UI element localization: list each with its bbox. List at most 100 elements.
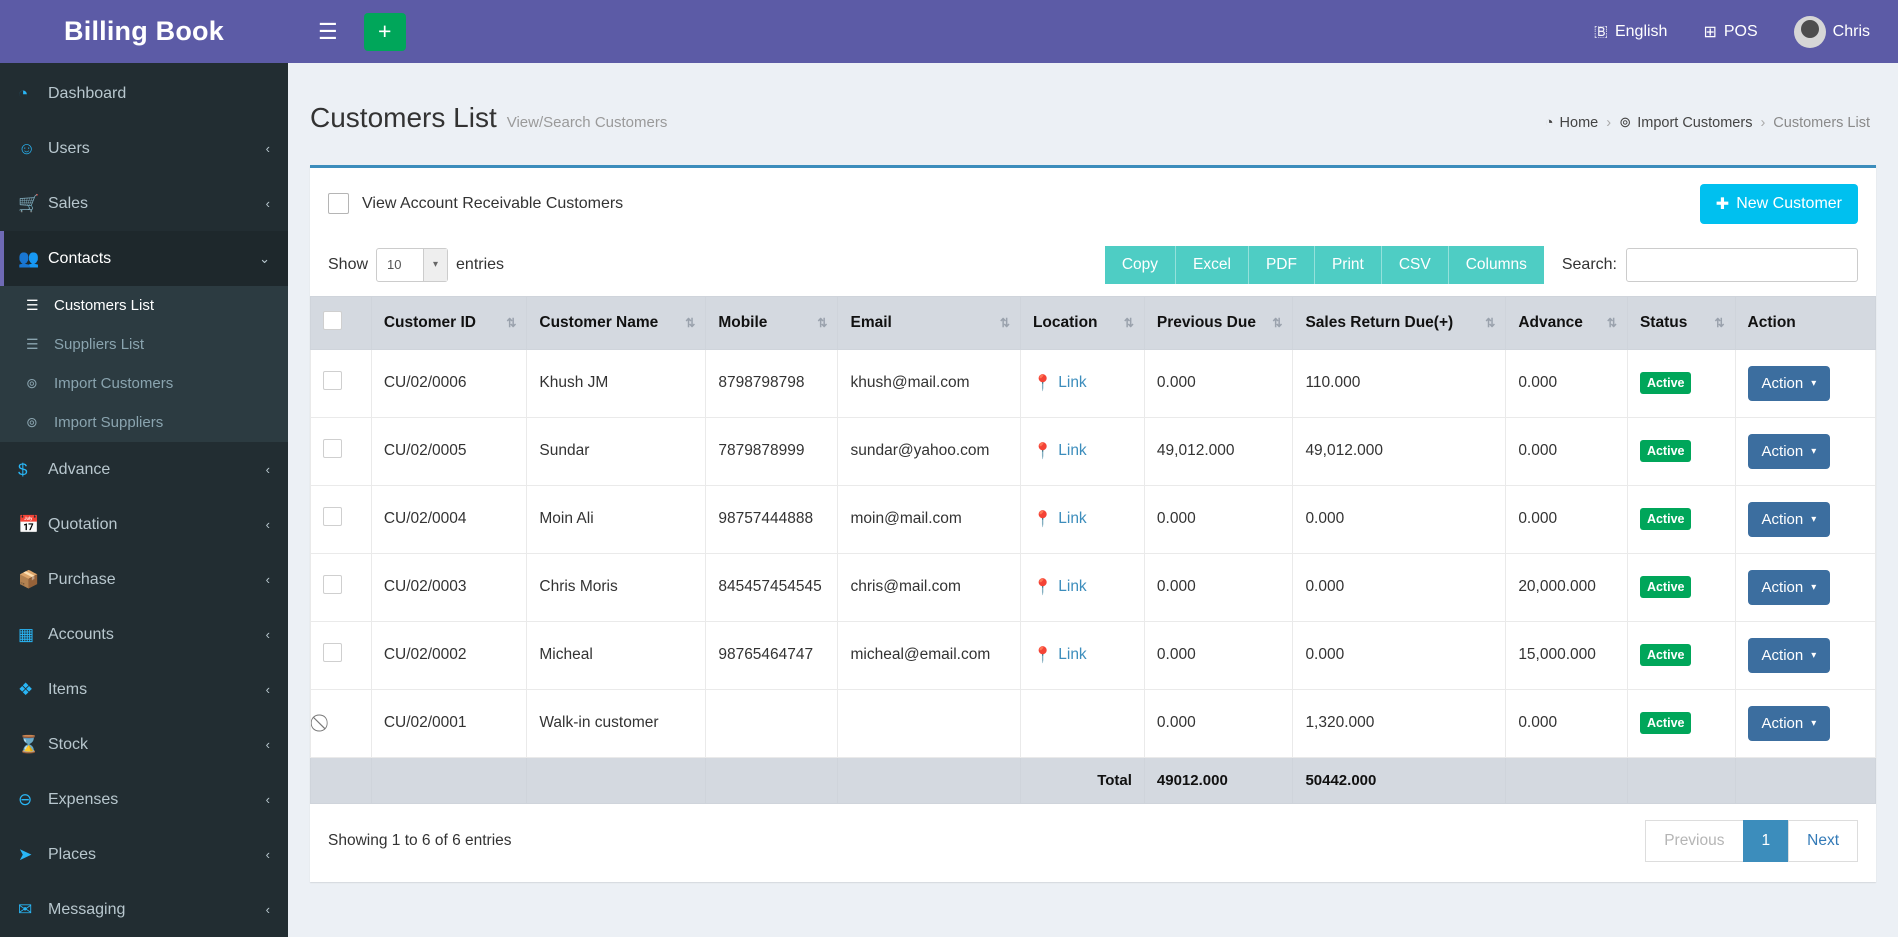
row-checkbox[interactable] xyxy=(323,575,342,594)
column-label: Customer ID xyxy=(383,313,476,331)
cell-previous-due: 0.000 xyxy=(1143,688,1294,758)
location-link[interactable]: 📍 Link xyxy=(1033,510,1087,529)
breadcrumb-item-import-customers[interactable]: ⊚ Import Customers xyxy=(1619,115,1752,131)
row-action-button[interactable]: Action ▾ xyxy=(1747,365,1831,401)
sidebar-item-quotation[interactable]: 📅 Quotation ‹ xyxy=(0,497,288,552)
cell-advance: 20,000.000 xyxy=(1505,552,1628,622)
sidebar-item-places[interactable]: ➤ Places ‹ xyxy=(0,827,288,882)
sidebar-item-contacts[interactable]: 👥 Contacts ⌄ xyxy=(0,231,288,286)
export-columns-button[interactable]: Columns xyxy=(1448,245,1544,284)
column-header-location[interactable]: Location ⇅ xyxy=(1019,295,1145,350)
sidebar-item-purchase[interactable]: 📦 Purchase ‹ xyxy=(0,552,288,607)
select-all-header[interactable] xyxy=(310,295,372,350)
row-checkbox[interactable] xyxy=(323,439,342,458)
pagination-page-1[interactable]: 1 xyxy=(1742,819,1790,862)
export-print-button[interactable]: Print xyxy=(1314,245,1382,284)
row-action-button[interactable]: Action ▾ xyxy=(1747,433,1831,469)
location-label: Link xyxy=(1058,442,1087,459)
export-excel-button[interactable]: Excel xyxy=(1176,245,1249,284)
row-action-button[interactable]: Action ▾ xyxy=(1747,569,1831,605)
sidebar-item-label: Advance xyxy=(48,460,111,478)
breadcrumb-item-home[interactable]: ◔ Home xyxy=(1545,115,1598,131)
sidebar-item-sales[interactable]: 🛒 Sales ‹ xyxy=(0,176,288,231)
caret-down-icon: ▾ xyxy=(1811,649,1817,661)
sidebar-item-label: Sales xyxy=(48,194,89,212)
cell-action: Action ▾ xyxy=(1734,688,1877,758)
search-input[interactable] xyxy=(1626,247,1858,282)
sidebar-subitem-suppliers-list[interactable]: ☰ Suppliers List xyxy=(0,325,288,364)
column-header-advance[interactable]: Advance ⇅ xyxy=(1505,295,1628,350)
page-length-select[interactable]: 10 ▾ xyxy=(376,247,449,282)
cell-customer-name: Micheal xyxy=(526,620,707,690)
export-pdf-button[interactable]: PDF xyxy=(1248,245,1315,284)
cell-mobile: 8798798798 xyxy=(705,348,839,418)
user-menu[interactable]: Chris xyxy=(1793,15,1870,48)
location-link[interactable]: 📍 Link xyxy=(1033,442,1087,461)
quick-add-button[interactable]: + xyxy=(363,12,406,51)
row-action-button[interactable]: Action ▾ xyxy=(1747,705,1831,741)
sidebar-subitem-import-suppliers[interactable]: ⊚ Import Suppliers xyxy=(0,403,288,442)
column-header-customer-id[interactable]: Customer ID ⇅ xyxy=(370,295,528,350)
row-checkbox[interactable] xyxy=(323,371,342,390)
sidebar-item-stock[interactable]: ⌛ Stock ‹ xyxy=(0,717,288,772)
sidebar-item-expenses[interactable]: ⊖ Expenses ‹ xyxy=(0,772,288,827)
chevron-icon: ‹ xyxy=(265,737,270,752)
row-checkbox[interactable] xyxy=(323,643,342,662)
map-marker-icon: 📍 xyxy=(1032,442,1053,460)
sidebar-item-accounts[interactable]: ▦ Accounts ‹ xyxy=(0,607,288,662)
column-label: Action xyxy=(1747,313,1796,331)
column-header-action[interactable]: Action xyxy=(1734,295,1877,350)
sidebar-item-advance[interactable]: $ Advance ‹ xyxy=(0,442,288,497)
tfoot-spacer-3 xyxy=(526,756,707,804)
view-receivable-checkbox[interactable] xyxy=(328,193,349,214)
cell-sales-return-due: 0.000 xyxy=(1292,484,1507,554)
sidebar-item-items[interactable]: ❖ Items ‹ xyxy=(0,662,288,717)
row-select-cell: ⃠ xyxy=(310,688,372,758)
sidebar-item-messaging[interactable]: ✉ Messaging ‹ xyxy=(0,882,288,937)
new-customer-button[interactable]: ✚ New Customer xyxy=(1699,183,1858,224)
status-badge: Active xyxy=(1639,712,1692,734)
pos-link[interactable]: ⊞ POS xyxy=(1703,22,1757,42)
export-copy-button[interactable]: Copy xyxy=(1104,245,1177,284)
minus-circle-icon: ⊖ xyxy=(18,789,33,809)
caret-down-icon: ▾ xyxy=(1811,513,1817,525)
cell-advance: 15,000.000 xyxy=(1505,620,1628,690)
language-switcher[interactable]: 🇧 English xyxy=(1594,23,1668,41)
row-action-button[interactable]: Action ▾ xyxy=(1747,637,1831,673)
cell-advance: 0.000 xyxy=(1505,484,1628,554)
sort-icon: ⇅ xyxy=(506,315,516,330)
sidebar-item-dashboard[interactable]: ◔ Dashboard xyxy=(0,66,288,121)
list-icon: ☰ xyxy=(26,336,39,352)
row-action-button[interactable]: Action ▾ xyxy=(1747,501,1831,537)
location-link[interactable]: 📍 Link xyxy=(1033,646,1087,665)
view-receivable-label: View Account Receivable Customers xyxy=(362,194,624,212)
chevron-down-icon: ▾ xyxy=(423,248,448,281)
cell-email xyxy=(837,688,1021,758)
sidebar-item-users[interactable]: ☺ Users ‹ xyxy=(0,121,288,176)
column-header-sales-return-due[interactable]: Sales Return Due(+) ⇅ xyxy=(1292,295,1507,350)
bars-icon[interactable]: ☰ xyxy=(318,18,338,44)
pagination-next[interactable]: Next xyxy=(1788,819,1858,862)
select-all-checkbox[interactable] xyxy=(323,310,342,330)
export-csv-button[interactable]: CSV xyxy=(1381,245,1449,284)
column-header-customer-name[interactable]: Customer Name ⇅ xyxy=(526,295,707,350)
map-marker-icon: 📍 xyxy=(1032,510,1053,528)
location-link[interactable]: 📍 Link xyxy=(1033,374,1087,393)
column-header-status[interactable]: Status ⇅ xyxy=(1626,295,1736,350)
tfoot-spacer-8 xyxy=(1734,756,1877,804)
sidebar-subitem-customers-list[interactable]: ☰ Customers List xyxy=(0,286,288,325)
entries-label: entries xyxy=(456,255,505,273)
arrow-circle-left-icon: ⊚ xyxy=(26,375,38,391)
row-checkbox[interactable] xyxy=(323,507,342,526)
paper-plane-icon: ➤ xyxy=(18,844,33,864)
column-header-previous-due[interactable]: Previous Due ⇅ xyxy=(1143,295,1294,350)
column-header-email[interactable]: Email ⇅ xyxy=(837,295,1021,350)
location-link[interactable]: 📍 Link xyxy=(1033,578,1087,597)
column-header-mobile[interactable]: Mobile ⇅ xyxy=(705,295,839,350)
pagination-previous[interactable]: Previous xyxy=(1645,819,1744,862)
chevron-icon: ‹ xyxy=(265,627,270,642)
cell-email: moin@mail.com xyxy=(837,484,1021,554)
user-name: Chris xyxy=(1832,22,1870,40)
cell-customer-id: CU/02/0002 xyxy=(370,620,528,690)
sidebar-subitem-import-customers[interactable]: ⊚ Import Customers xyxy=(0,364,288,403)
